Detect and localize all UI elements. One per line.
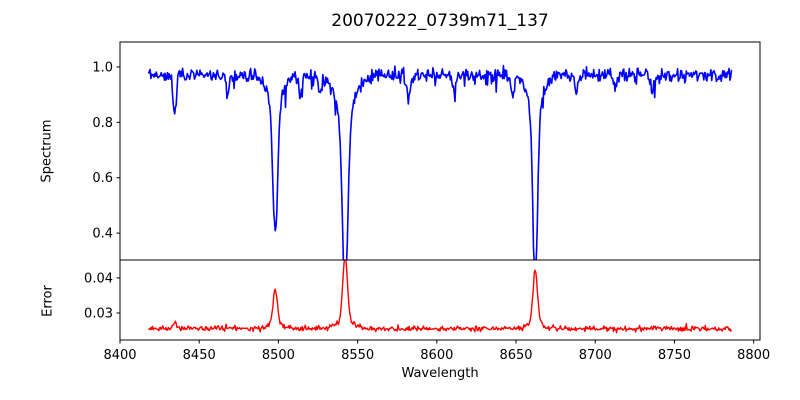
x-tick-label: 8700	[579, 348, 612, 363]
x-tick-label: 8450	[183, 348, 216, 363]
spectrum-y-tick-label: 0.8	[92, 116, 113, 131]
chart-title: 20070222_0739m71_137	[331, 11, 549, 31]
spectrum-y-tick-label: 0.6	[92, 171, 113, 186]
error-panel-border	[119, 259, 761, 341]
spectrum-line	[147, 64, 733, 260]
spectrum-y-tick-label: 0.4	[92, 227, 113, 242]
x-tick-label: 8400	[103, 348, 136, 363]
x-tick-label: 8500	[262, 348, 295, 363]
error-y-tick-label: 0.03	[84, 306, 113, 321]
spectrum-y-tick-label: 1.0	[92, 60, 113, 75]
error-y-tick-label: 0.04	[84, 271, 113, 286]
x-tick-label: 8800	[737, 348, 770, 363]
error-line	[147, 260, 733, 334]
x-tick-label: 8750	[658, 348, 691, 363]
x-axis-label: Wavelength	[401, 366, 479, 381]
x-tick-label: 8650	[499, 348, 532, 363]
x-tick-label: 8550	[341, 348, 374, 363]
x-tick-label: 8600	[420, 348, 453, 363]
